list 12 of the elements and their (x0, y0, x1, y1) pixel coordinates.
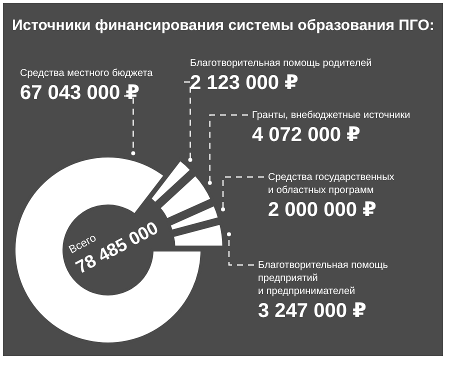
slice-label: Средства государственных и областных программ (268, 172, 394, 196)
slice-label: Благотворительная помощь родителей (190, 58, 372, 69)
data-label: 2 000 000 ₽ (268, 199, 377, 221)
data-label: 67 043 000 ₽ (20, 82, 140, 104)
slice-label: Средства местного бюджета (20, 68, 154, 79)
text: Всего (67, 232, 98, 256)
chart-title: Источники финансирования системы образования ПГО: (12, 17, 434, 34)
data-label: 3 247 000 ₽ (258, 300, 367, 322)
data-label: 2 123 000 ₽ (190, 72, 299, 94)
data-label: 4 072 000 ₽ (252, 124, 361, 146)
slice-label: Благотворительная помощь предприятий и предпринимателей (258, 260, 388, 297)
slice-label: Гранты, внебюджетные источники (252, 110, 410, 121)
